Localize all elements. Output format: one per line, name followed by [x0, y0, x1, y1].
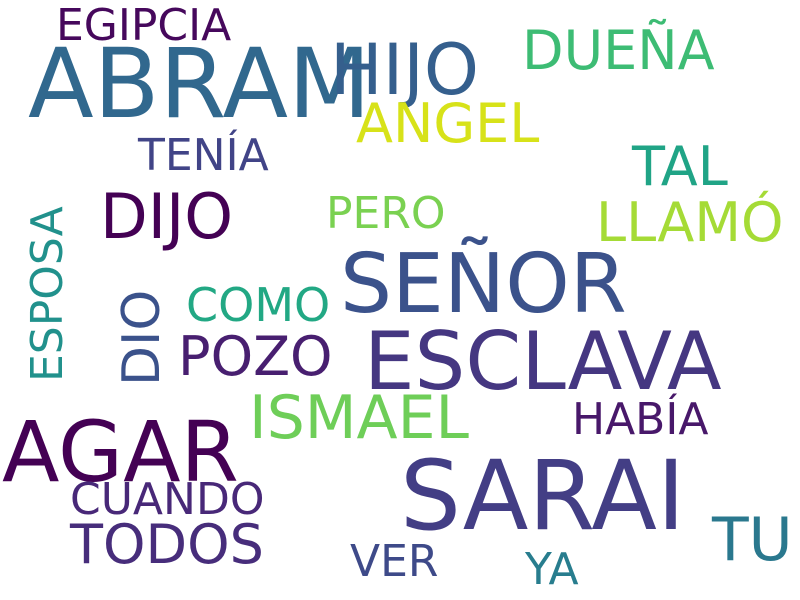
word-esclava: ESCLAVA	[364, 315, 722, 408]
word-ismael: ISMAEL	[249, 383, 469, 453]
word-sarai: SARAI	[400, 440, 686, 552]
word-tu: TU	[712, 505, 793, 575]
word-todos: TODOS	[70, 513, 264, 576]
word-ver: VER	[350, 536, 439, 587]
word-ya: YA	[525, 544, 579, 595]
word-pero: PERO	[326, 188, 446, 239]
word-pozo: POZO	[178, 325, 333, 388]
word-angel: ANGEL	[356, 92, 540, 155]
word-egipcia: EGIPCIA	[56, 0, 232, 51]
word-duena: DUEÑA	[522, 19, 715, 82]
word-hijo: HIJO	[330, 29, 480, 111]
word-dijo: DIJO	[100, 180, 234, 253]
word-como: COMO	[186, 278, 331, 332]
word-llamo: LLAMÓ	[596, 191, 784, 254]
word-habia: HABÍA	[572, 394, 709, 445]
word-cuando: CUANDO	[70, 474, 265, 525]
word-tenia: TENÍA	[138, 130, 269, 181]
word-abram: ABRAM	[28, 28, 371, 140]
word-tal: TAL	[632, 135, 728, 198]
word-senor: SEÑOR	[340, 237, 627, 332]
word-agar: AGAR	[2, 403, 239, 501]
word-esposa: ESPOSA	[22, 206, 73, 382]
word-dio: DIO	[112, 289, 172, 386]
